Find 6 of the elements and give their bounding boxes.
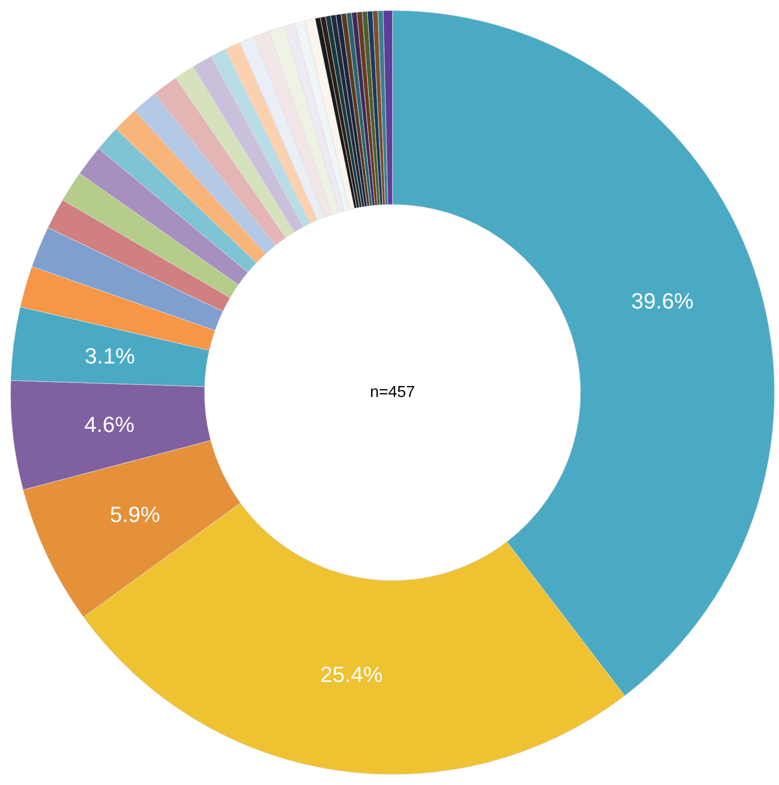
data-label: 39.6% [631,288,694,314]
data-label: 5.9% [110,502,160,528]
data-label: 3.1% [84,343,135,368]
data-label: 25.4% [320,662,383,688]
data-label: 4.6% [84,412,134,438]
text: n=457 [370,384,416,401]
